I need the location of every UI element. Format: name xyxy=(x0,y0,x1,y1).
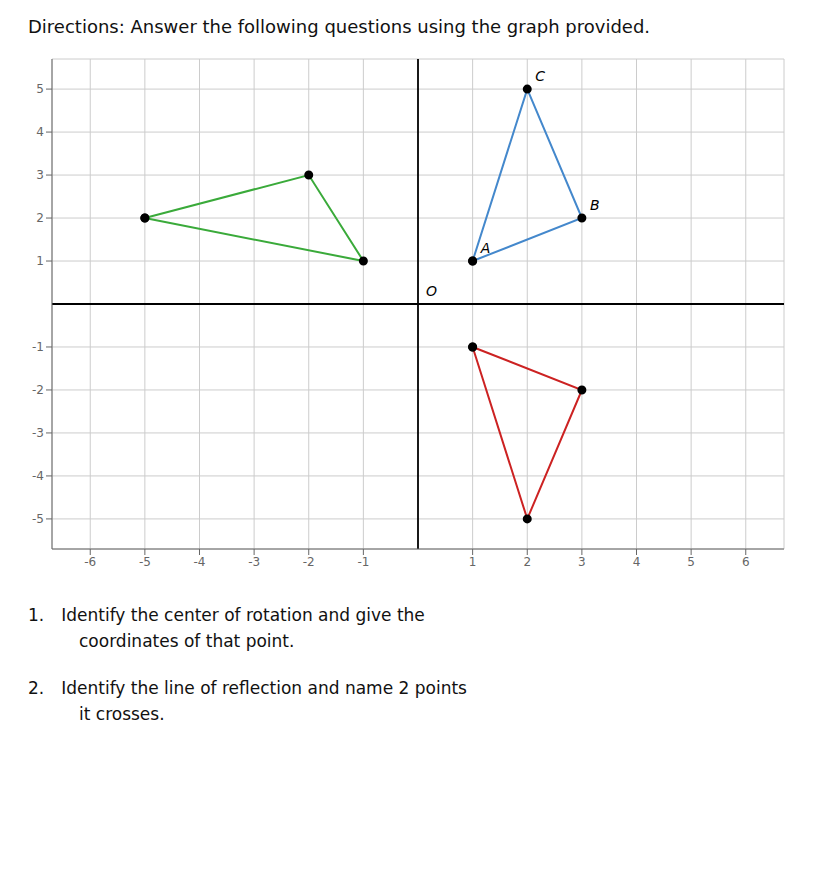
svg-text:-3: -3 xyxy=(248,555,260,569)
svg-text:3: 3 xyxy=(578,555,586,569)
svg-text:2: 2 xyxy=(36,211,44,225)
svg-text:1: 1 xyxy=(469,555,477,569)
svg-text:5: 5 xyxy=(36,83,44,97)
svg-text:-4: -4 xyxy=(194,555,206,569)
svg-text:B: B xyxy=(590,197,600,213)
svg-text:5: 5 xyxy=(687,555,695,569)
svg-text:2: 2 xyxy=(523,555,531,569)
svg-text:-6: -6 xyxy=(84,555,96,569)
svg-text:-4: -4 xyxy=(32,469,44,483)
svg-text:-5: -5 xyxy=(32,512,44,526)
svg-text:O: O xyxy=(426,283,437,299)
html-text:2. Identify the line of reflec: 2. Identify the line of reflection and n… xyxy=(28,678,467,724)
svg-text:-1: -1 xyxy=(357,555,369,569)
svg-text:3: 3 xyxy=(36,169,44,183)
svg-text:4: 4 xyxy=(36,126,44,140)
svg-text:6: 6 xyxy=(742,555,750,569)
svg-text:-3: -3 xyxy=(32,426,44,440)
svg-text:-2: -2 xyxy=(32,383,44,397)
svg-text:A: A xyxy=(480,240,491,256)
svg-text:-2: -2 xyxy=(303,555,315,569)
svg-text:C: C xyxy=(535,68,545,84)
svg-text:-5: -5 xyxy=(139,555,151,569)
html-text:1. Identify the center of rota: 1. Identify the center of rotation and g… xyxy=(28,605,425,651)
html-text:Directions: Answer the followi: Directions: Answer the following questio… xyxy=(28,16,650,37)
svg-text:-1: -1 xyxy=(32,340,44,354)
svg-text:1: 1 xyxy=(36,254,44,268)
svg-text:4: 4 xyxy=(633,555,641,569)
